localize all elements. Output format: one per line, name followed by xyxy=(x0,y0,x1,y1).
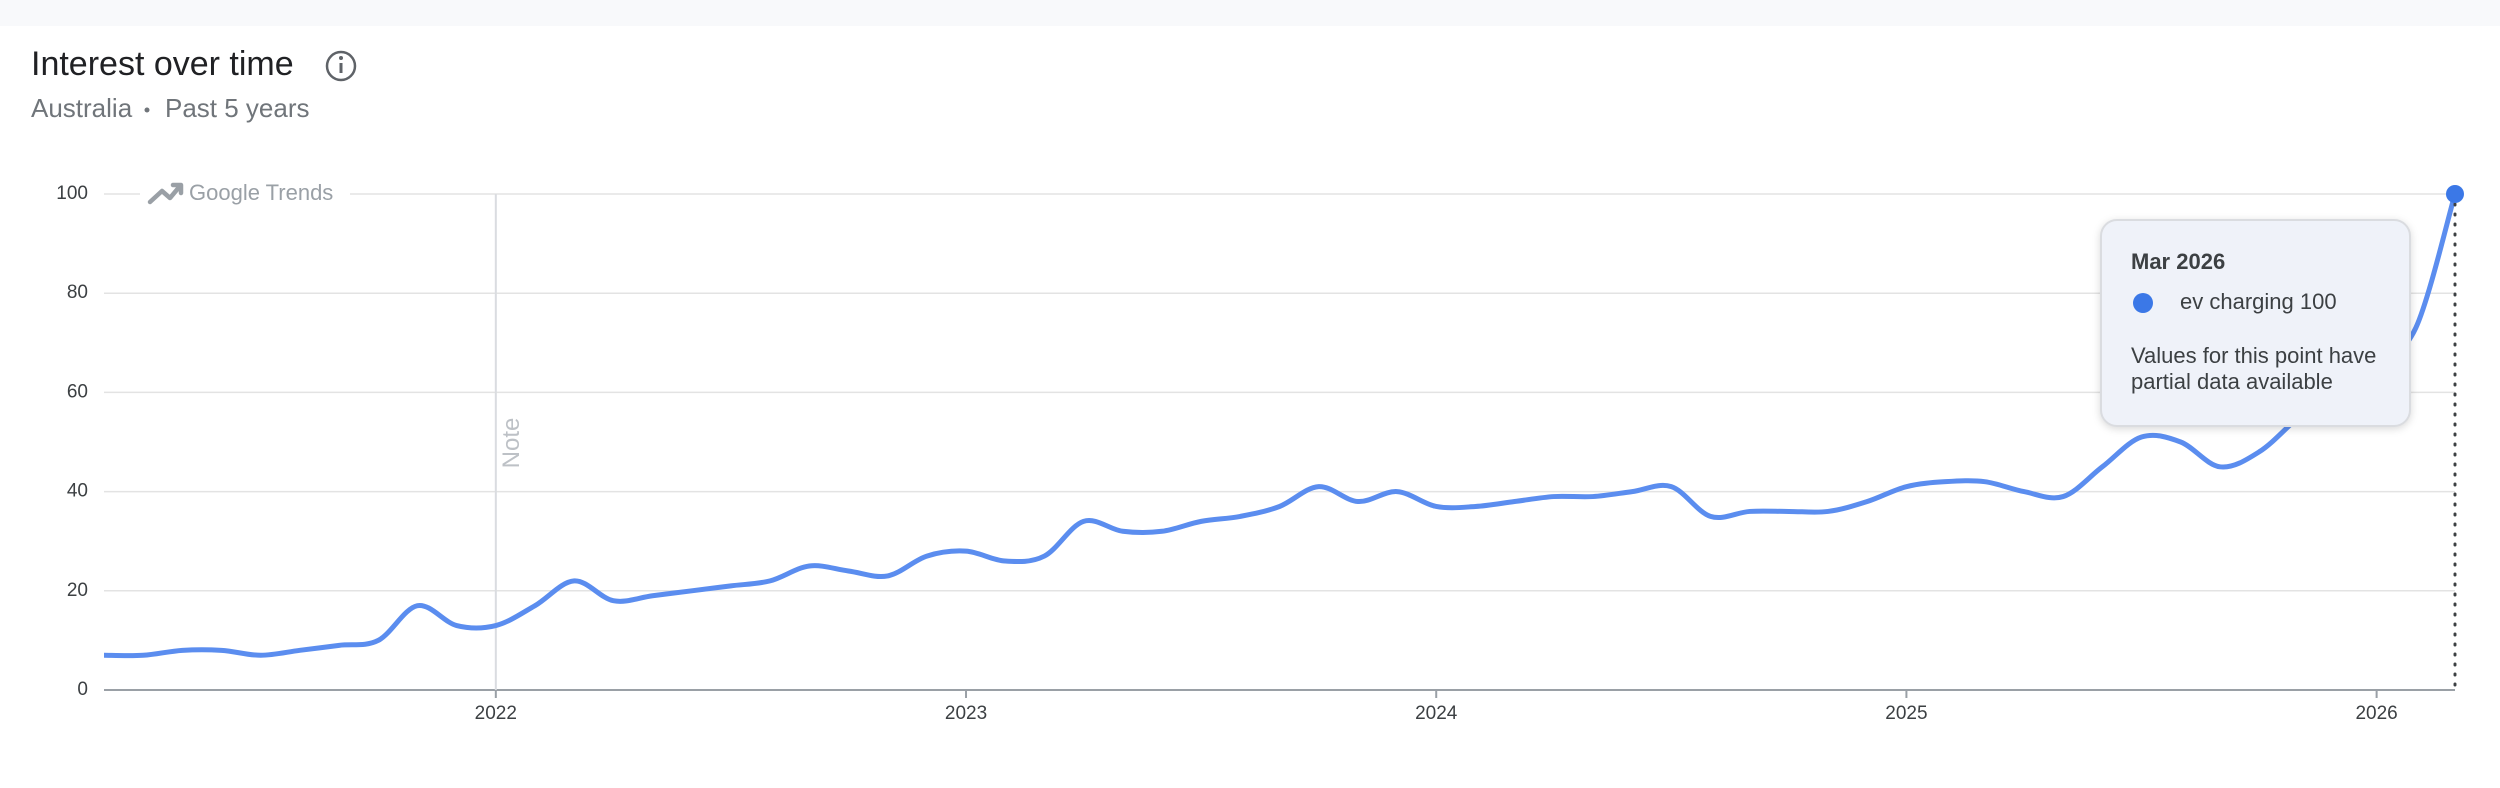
watermark: Google Trends xyxy=(189,180,333,205)
tooltip-date: Mar 2026 xyxy=(2131,249,2225,274)
info-icon[interactable] xyxy=(325,50,357,82)
separator xyxy=(144,107,150,113)
y-tick-label: 80 xyxy=(67,282,88,303)
tooltip-note: partial data available xyxy=(2131,369,2333,394)
x-tick-label: 2022 xyxy=(475,703,517,724)
y-tick-label: 0 xyxy=(77,679,88,700)
top-strip xyxy=(0,0,2500,26)
x-tick-label: 2024 xyxy=(1415,703,1458,724)
tooltip-note: Values for this point have xyxy=(2131,343,2376,368)
x-tick-label: 2026 xyxy=(2355,703,2397,724)
tooltip-swatch xyxy=(2133,293,2153,313)
tooltip-value: 100 xyxy=(2300,289,2337,314)
series-line xyxy=(103,193,2458,659)
tooltip-series: ev charging xyxy=(2180,289,2294,314)
hover-point xyxy=(2446,185,2464,203)
y-tick-label: 100 xyxy=(56,183,88,204)
chart-title: Interest over time xyxy=(31,45,294,83)
tooltip-box xyxy=(2100,219,2411,427)
x-tick-label: 2023 xyxy=(945,703,987,724)
y-tick-label: 60 xyxy=(67,381,88,402)
y-tick-label: 40 xyxy=(67,481,88,502)
x-tick-label: 2025 xyxy=(1885,703,1927,724)
subtitle-range: Past 5 years xyxy=(165,93,310,123)
tooltip-entry: ev charging 100 xyxy=(2180,289,2337,314)
subtitle-region: Australia xyxy=(31,93,133,123)
y-tick-label: 20 xyxy=(67,580,88,601)
annotation-label: Note xyxy=(498,418,525,469)
watermark-icon xyxy=(147,182,184,205)
tooltip: Mar 2026 ev charging 100 Values for this p… xyxy=(2100,219,2411,427)
